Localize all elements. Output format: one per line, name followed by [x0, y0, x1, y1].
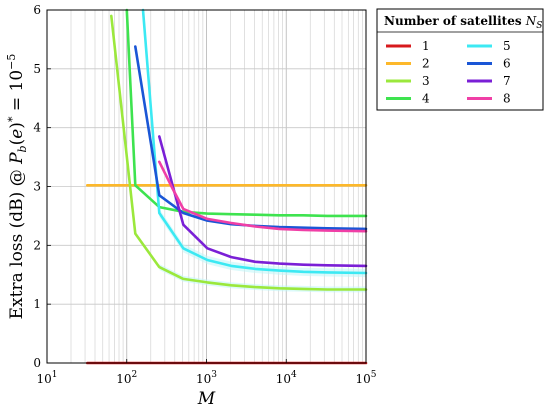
legend-title: Number of satellites NS: [384, 14, 542, 31]
y-tick-label: 1: [33, 297, 41, 311]
series-5-line: [141, 8, 368, 275]
x-tick-labels: 101 102 103 104 105: [36, 359, 377, 386]
y-tick-label: 4: [33, 121, 41, 135]
legend-label-8: 8: [503, 92, 511, 106]
series-8-line: [158, 160, 368, 233]
x-axis-label: M: [197, 389, 216, 409]
legend-label-2: 2: [422, 57, 430, 71]
series-3-line: [110, 14, 368, 291]
y-tick-label: 5: [33, 62, 41, 76]
x-tick-label: 102: [116, 370, 137, 386]
x-tick-label: 105: [355, 370, 376, 386]
x-tick-label: 103: [196, 370, 217, 386]
x-tick-label: 101: [36, 370, 57, 386]
legend-label-4: 4: [422, 92, 430, 106]
y-axis-label: Extra loss (dB) @ Pb(e)* = 10−5: [5, 54, 29, 320]
legend-label-3: 3: [422, 74, 430, 88]
series-5-band: [159, 208, 366, 278]
legend-label-1: 1: [422, 39, 430, 53]
y-tick-label: 0: [33, 356, 41, 370]
legend-box: [376, 8, 544, 111]
series-4-line: [125, 8, 368, 218]
series-3-band: [159, 264, 366, 293]
series-6-line: [134, 45, 368, 231]
y-tick-label: 2: [33, 238, 41, 252]
y-tick-label: 6: [33, 3, 41, 17]
x-tick-label: 104: [276, 370, 297, 386]
legend-label-6: 6: [503, 57, 511, 71]
series-7-line: [158, 135, 368, 268]
legend-label-5: 5: [503, 39, 511, 53]
y-tick-label: 3: [33, 180, 41, 194]
legend-label-7: 7: [503, 74, 511, 88]
y-tick-labels: 0 1 2 3 4 5 6: [33, 3, 51, 370]
legend: Number of satellites NS 1 2 3 4 5 6 7 8: [376, 8, 544, 111]
